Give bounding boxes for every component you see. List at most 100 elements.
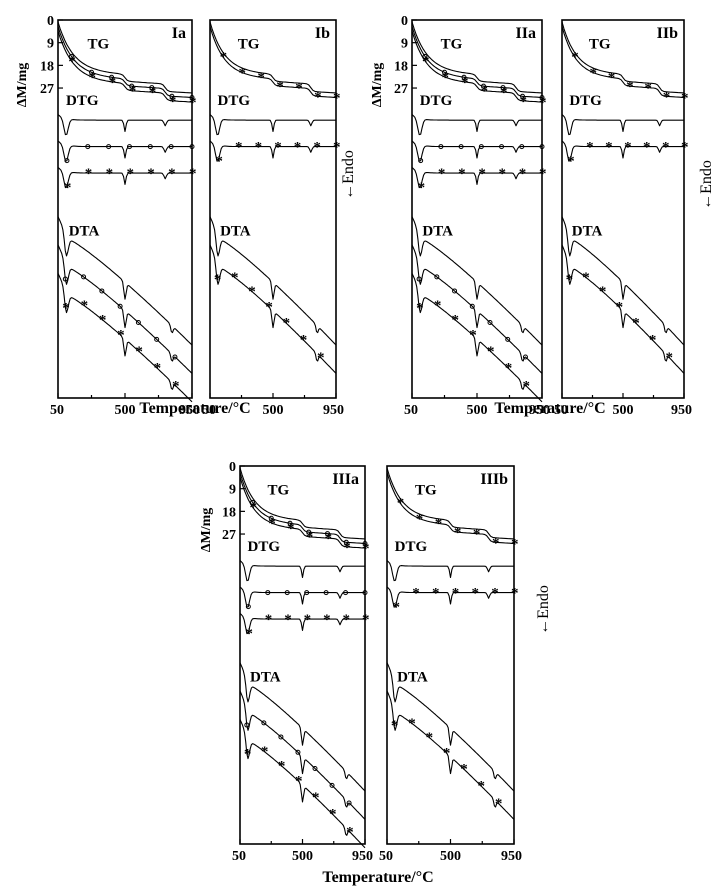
y-tick-label: 9 <box>47 37 54 52</box>
star-marker: * <box>426 730 434 746</box>
star-marker: * <box>126 166 134 182</box>
star-marker: * <box>566 272 574 288</box>
dta-curve <box>411 244 543 374</box>
star-marker: * <box>590 65 598 81</box>
circle-marker <box>117 303 123 309</box>
star-marker: * <box>109 75 117 91</box>
x-axis-title: Temperature/°C <box>322 869 433 886</box>
star-marker: * <box>314 89 322 105</box>
y-tick-label: 0 <box>229 460 236 475</box>
star-marker: * <box>663 89 671 105</box>
star-marker: * <box>220 49 228 65</box>
star-marker: * <box>274 140 282 156</box>
panel-frame <box>209 19 337 399</box>
y-tick-label: 9 <box>229 483 236 498</box>
star-marker: * <box>412 586 420 602</box>
circle-marker <box>149 85 155 91</box>
star-marker: * <box>257 70 265 86</box>
star-marker: * <box>567 154 575 170</box>
circle-marker <box>452 288 458 294</box>
dta-curve <box>209 216 337 346</box>
circle-marker <box>418 158 424 164</box>
dtg-curve <box>386 560 514 582</box>
star-marker: * <box>495 796 503 812</box>
curve-label-tg: TG <box>441 36 463 52</box>
dtg-curve <box>411 166 542 189</box>
panel-frame <box>239 465 366 845</box>
star-marker: * <box>391 718 399 734</box>
y-axis-title: ΔM/mg <box>15 63 30 108</box>
x-tick-label: 950 <box>671 403 692 418</box>
star-marker: * <box>487 344 495 360</box>
star-marker: * <box>681 140 689 156</box>
star-marker: * <box>304 612 312 628</box>
x-tick-label: 950 <box>323 403 344 418</box>
circle-marker <box>505 336 511 342</box>
x-tick-label: 500 <box>440 849 461 864</box>
panel-frame <box>411 19 543 399</box>
panel-label: IIb <box>657 25 678 42</box>
circle-marker <box>325 531 330 537</box>
star-marker: * <box>605 140 613 156</box>
star-marker: * <box>81 298 89 314</box>
curve-label-dtg: DTG <box>218 93 251 109</box>
dtg-curve <box>209 140 336 162</box>
y-tick-label: 27 <box>394 82 408 97</box>
star-marker: * <box>442 70 450 86</box>
star-marker: * <box>295 81 303 97</box>
star-marker: * <box>283 316 291 332</box>
panel-frame <box>57 19 193 399</box>
star-marker: * <box>214 272 222 288</box>
x-axis-title-text: Temperature/ <box>139 400 233 417</box>
star-marker: * <box>215 154 223 170</box>
circle-marker <box>312 766 318 772</box>
circle-marker <box>438 144 444 150</box>
star-marker: * <box>154 361 162 377</box>
star-marker: * <box>422 54 430 70</box>
star-marker: * <box>571 49 579 65</box>
x-tick-label: 950 <box>529 403 550 418</box>
circle-marker <box>265 590 271 596</box>
star-marker: * <box>268 516 276 532</box>
y-axis-title: ΔM/mg <box>199 508 214 553</box>
circle-marker <box>189 94 195 100</box>
tg-curve <box>561 26 685 99</box>
star-marker: * <box>434 298 442 314</box>
star-marker: * <box>418 180 426 196</box>
circle-marker <box>81 274 87 280</box>
star-marker: * <box>511 586 519 602</box>
star-marker: * <box>416 511 424 527</box>
star-marker: * <box>499 166 507 182</box>
y-tick-label: 18 <box>222 505 236 520</box>
circle-marker <box>244 722 250 728</box>
star-marker: * <box>89 70 97 86</box>
curve-label-dta: DTA <box>422 223 453 239</box>
dta-curve <box>57 244 193 374</box>
star-marker: * <box>599 284 607 300</box>
circle-marker <box>422 53 428 59</box>
x-tick-label: 500 <box>292 849 313 864</box>
circle-marker <box>362 540 368 546</box>
circle-marker <box>539 144 545 150</box>
circle-marker <box>278 734 284 740</box>
star-marker: * <box>284 612 292 628</box>
star-marker: * <box>408 716 416 732</box>
star-marker: * <box>333 140 341 156</box>
star-marker: * <box>432 586 440 602</box>
endo-label: ←Endo <box>698 160 715 210</box>
circle-marker <box>434 274 440 280</box>
dta-curve <box>411 273 543 403</box>
curve-label-dtg: DTG <box>569 93 602 109</box>
tg-curve <box>411 30 543 103</box>
circle-marker <box>539 94 545 100</box>
tg-curve <box>386 472 515 545</box>
star-marker: * <box>392 600 400 616</box>
panel-IIb: IIb 50 500 950 TG DTG DTA * * * * * * * * * * * * * * * * * * * * * <box>554 19 692 418</box>
star-marker: * <box>681 90 689 106</box>
curve-label-tg: TG <box>415 482 437 498</box>
star-marker: * <box>149 85 157 101</box>
x-tick-label: 50 <box>50 403 64 418</box>
dta-curve <box>209 244 337 374</box>
star-marker: * <box>287 521 295 537</box>
curve-label-dta: DTA <box>572 223 603 239</box>
